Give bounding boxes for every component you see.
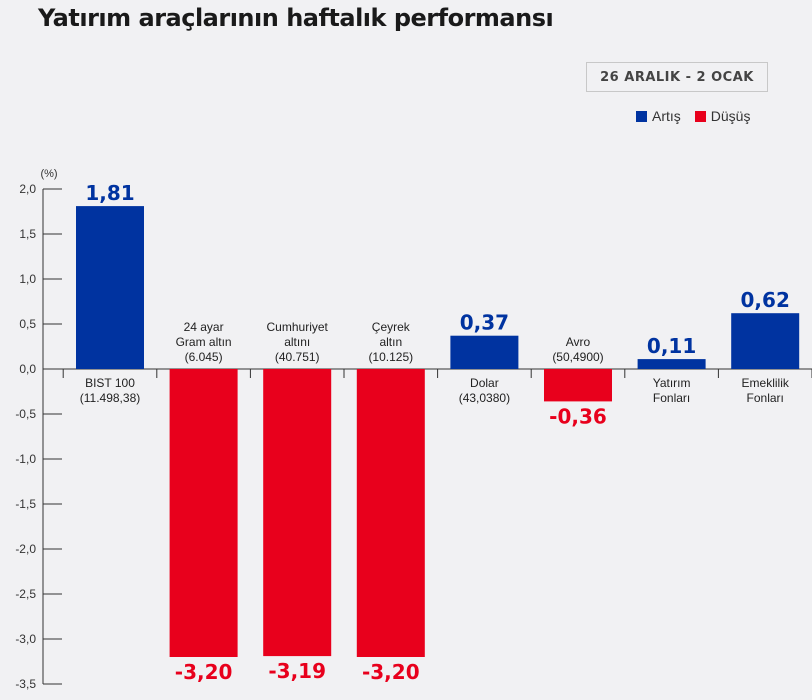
category-label: Fonları <box>653 391 690 405</box>
legend-item-increase: Artış <box>636 108 681 124</box>
value-label: 0,11 <box>647 334 696 358</box>
bar <box>263 369 332 657</box>
date-range-box: 26 ARALIK - 2 OCAK <box>586 62 768 92</box>
value-label: 1,81 <box>85 181 134 205</box>
legend-item-decrease: Düşüş <box>694 108 751 124</box>
bar <box>450 335 519 369</box>
y-axis-unit: (%) <box>40 168 57 180</box>
legend-swatch-decrease <box>694 110 706 122</box>
chart-title: Yatırım araçlarının haftalık performansı <box>38 4 554 32</box>
category-label: (50,4900) <box>552 350 603 364</box>
legend-label-increase: Artış <box>652 108 681 124</box>
y-tick-label: 0,5 <box>19 317 36 331</box>
category-label: 24 ayar <box>184 320 224 334</box>
category-label: Cumhuriyet <box>267 320 329 334</box>
y-tick-label: -0,5 <box>15 407 36 421</box>
legend-swatch-increase <box>636 110 647 122</box>
category-label: Yatırım <box>653 376 691 390</box>
category-label: (11.498,38) <box>80 391 141 405</box>
category-label: Dolar <box>470 376 499 390</box>
y-tick-label: -1,0 <box>15 452 36 466</box>
y-tick-label: -3,5 <box>15 677 36 691</box>
date-range: 26 ARALIK - 2 OCAK <box>600 69 754 85</box>
value-label: 0,62 <box>741 288 790 312</box>
category-label: BIST 100 <box>85 376 135 390</box>
value-label: 0,37 <box>460 311 509 335</box>
legend-label-decrease: Düşüş <box>710 108 751 124</box>
value-label: -3,20 <box>362 660 420 684</box>
category-label: Fonları <box>747 391 784 405</box>
bar <box>544 369 612 402</box>
category-label: altın <box>379 335 402 349</box>
category-label: Çeyrek <box>372 320 411 334</box>
category-label: (43,0380) <box>459 391 510 405</box>
y-tick-label: 0,0 <box>19 362 36 376</box>
category-label: Emeklilik <box>742 376 790 390</box>
y-tick-label: 2,0 <box>19 182 36 196</box>
category-label: Gram altın <box>176 335 232 349</box>
y-tick-label: -3,0 <box>15 632 36 646</box>
bar <box>356 369 425 657</box>
value-label: -0,36 <box>549 404 607 428</box>
y-tick-label: -2,5 <box>15 587 36 601</box>
y-tick-label: 1,0 <box>19 272 36 286</box>
category-label: (6.045) <box>185 350 223 364</box>
y-tick-label: -2,0 <box>15 542 36 556</box>
bar <box>637 359 706 369</box>
category-label: altını <box>284 335 310 349</box>
value-label: -3,20 <box>175 660 233 684</box>
bar <box>76 206 144 369</box>
bar <box>169 369 238 657</box>
category-label: (40.751) <box>275 350 320 364</box>
legend: Artış Düşüş <box>636 108 750 124</box>
y-tick-label: -1,5 <box>15 497 36 511</box>
category-label: Avro <box>566 335 591 349</box>
y-tick-label: 1,5 <box>19 227 36 241</box>
value-label: -3,19 <box>268 659 326 683</box>
bar <box>731 313 800 369</box>
category-label: (10.125) <box>368 350 413 364</box>
